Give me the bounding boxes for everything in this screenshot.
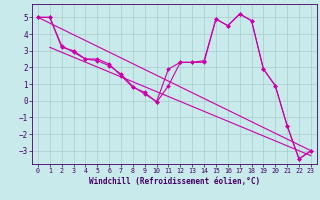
X-axis label: Windchill (Refroidissement éolien,°C): Windchill (Refroidissement éolien,°C): [89, 177, 260, 186]
